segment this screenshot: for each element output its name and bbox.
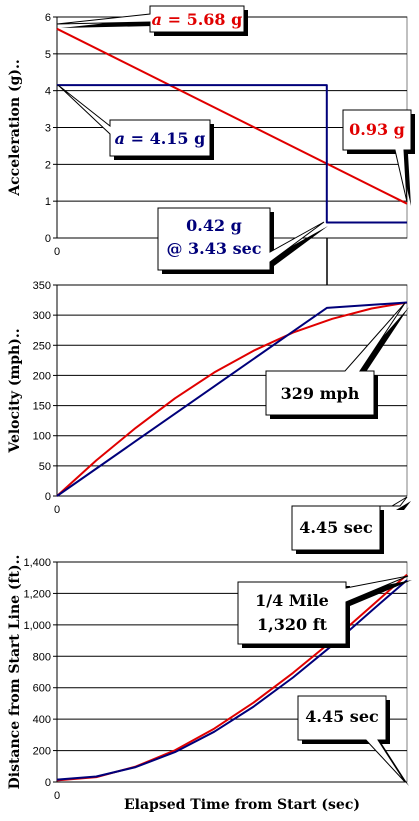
velocity-y-axis-title: Velocity (mph).. [7, 328, 23, 453]
distance-y-tick-label: 400 [33, 714, 51, 726]
callout-label: 329 mph [281, 384, 360, 403]
callout-box [57, 84, 211, 157]
time-callout-upper: 4.45 sec [291, 496, 411, 554]
callout-box [157, 207, 325, 271]
accel-callout-red-start: a = 5.68 g [56, 5, 248, 36]
callout-box [297, 695, 406, 783]
time-callout-lower: 4.45 sec [297, 695, 409, 786]
callout-box [265, 302, 406, 416]
callout-box [342, 109, 412, 203]
callout-value: = 5.68 g [162, 10, 242, 29]
callout-label: a = 4.15 g [115, 129, 206, 148]
velocity-y-tick-label: 100 [33, 431, 51, 443]
accel-y-tick-label: 3 [45, 123, 51, 135]
accel-y-tick-label: 2 [45, 159, 51, 171]
accel-y-tick-label: 6 [45, 12, 51, 24]
callout-label-line1: 0.42 g [186, 216, 242, 235]
accel-callout-blue-drop: 0.42 g @ 3.43 sec [157, 207, 328, 274]
callout-label-line2: @ 3.43 sec [166, 239, 261, 258]
distance-callout-quarter-mile: 1/4 Mile 1,320 ft [237, 575, 412, 648]
callout-box [237, 575, 409, 645]
callout-label-line1: 1/4 Mile [255, 591, 329, 610]
accel-callout-blue-start: a = 4.15 g [57, 84, 214, 160]
accel-series-red-line [56, 27, 408, 205]
callout-box [56, 5, 245, 33]
distance-series-blue-line [56, 579, 408, 781]
velocity-y-tick-label: 50 [39, 461, 51, 473]
distance-y-tick-label: 1,000 [23, 620, 51, 632]
velocity-callout-final: 329 mph [265, 302, 409, 419]
callout-label: a = 5.68 g [152, 10, 243, 29]
distance-y-tick-label: 1,200 [23, 588, 51, 600]
accel-y-axis-title: Acceleration (g).. [7, 59, 23, 196]
distance-y-axis-title: Distance from Start Line (ft).. [7, 555, 23, 790]
distance-x-tick-label: 0 [54, 790, 60, 802]
callout-label-line2: 1,320 ft [257, 615, 328, 634]
callout-box [291, 496, 408, 551]
velocity-y-tick-label: 0 [45, 491, 51, 503]
distance-y-tick-label: 600 [33, 683, 51, 695]
accel-y-tick-label: 5 [45, 49, 51, 61]
accel-y-tick-label: 1 [45, 196, 51, 208]
distance-y-tick-label: 200 [33, 746, 51, 758]
velocity-y-tick-label: 200 [33, 370, 51, 382]
accel-y-tick-label: 0 [45, 233, 51, 245]
distance-x-axis-title: Elapsed Time from Start (sec) [124, 797, 360, 813]
distance-y-tick-label: 800 [33, 651, 51, 663]
accel-callout-red-end: 0.93 g [342, 109, 415, 206]
velocity-series-blue-line [56, 301, 408, 497]
velocity-y-tick-label: 350 [33, 280, 51, 292]
distance-y-tick-label: 0 [45, 777, 51, 789]
accel-y-tick-label: 4 [45, 86, 51, 98]
velocity-y-tick-label: 300 [33, 310, 51, 322]
accel-series-blue-line [57, 84, 407, 224]
callout-italic-symbol: a [152, 10, 162, 29]
velocity-x-tick-label: 0 [54, 504, 60, 516]
callout-label: 4.45 sec [299, 518, 373, 537]
velocity-y-tick-label: 250 [33, 340, 51, 352]
callout-italic-symbol: a [115, 129, 125, 148]
callout-label: 4.45 sec [305, 707, 379, 726]
accel-x-tick-label: 0 [54, 246, 60, 258]
callout-label: 0.93 g [349, 120, 405, 139]
velocity-series-red-line [56, 301, 408, 497]
distance-y-tick-label: 1,400 [23, 557, 51, 569]
callout-value: = 4.15 g [125, 129, 205, 148]
velocity-y-tick-label: 150 [33, 401, 51, 413]
